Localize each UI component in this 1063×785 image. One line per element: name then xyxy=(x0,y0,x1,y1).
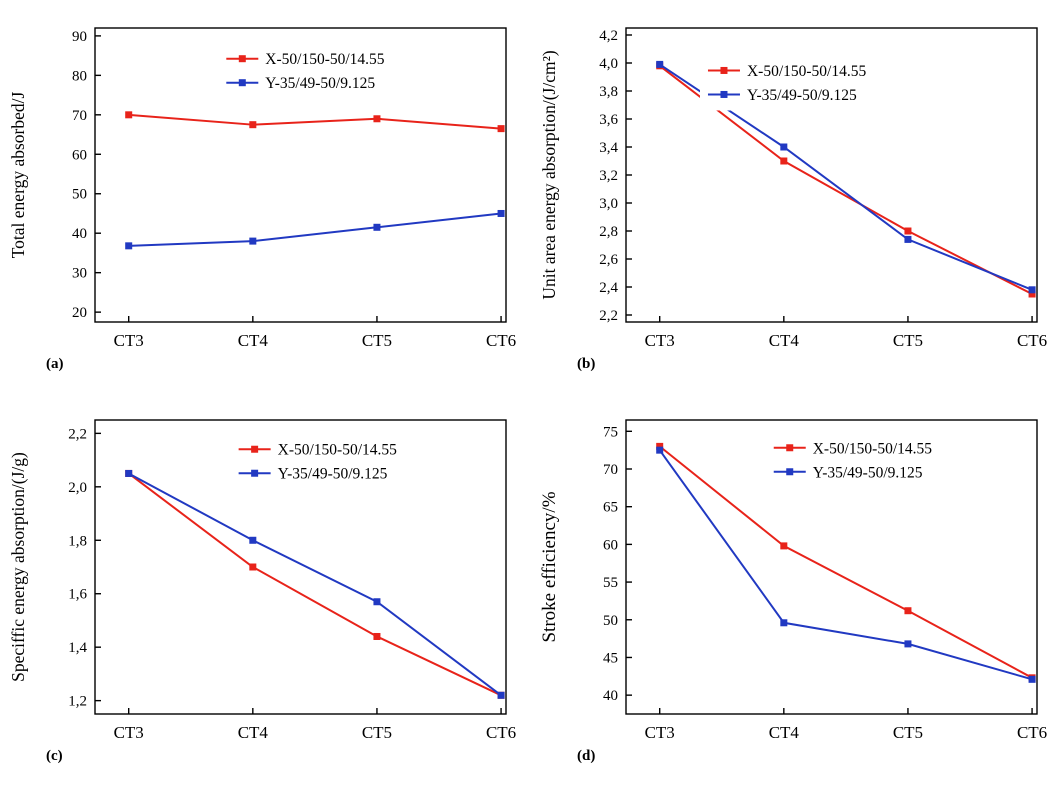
svg-text:CT3: CT3 xyxy=(114,723,144,742)
svg-text:CT4: CT4 xyxy=(238,331,269,350)
svg-text:Y-35/49-50/9.125: Y-35/49-50/9.125 xyxy=(747,87,857,104)
svg-text:60: 60 xyxy=(72,147,87,163)
svg-text:45: 45 xyxy=(603,650,618,666)
svg-text:40: 40 xyxy=(72,226,87,242)
chart-b-unit-area-energy-absorption: 2,2 2,4 2,6 2,8 3,0 3,2 3,4 3,6 3,8 4,0 4,2 CT3 CT4 C… xyxy=(539,27,1047,350)
panel-b: 2,2 2,4 2,6 2,8 3,0 3,2 3,4 3,6 3,8 4,0 4,2 CT3 CT4 C… xyxy=(531,0,1063,392)
panel-d: 40 45 50 55 60 65 70 75 CT3 CT4 CT5 CT6 Stroke effic… xyxy=(531,392,1063,785)
svg-text:X-50/150-50/14.55: X-50/150-50/14.55 xyxy=(813,440,933,457)
svg-text:Unit area energy absorption/(J: Unit area energy absorption/(J/cm²) xyxy=(539,50,559,300)
svg-text:X-50/150-50/14.55: X-50/150-50/14.55 xyxy=(747,63,867,80)
chart-d-stroke-efficiency: 40 45 50 55 60 65 70 75 CT3 CT4 CT5 CT6 Stroke effic… xyxy=(539,419,1047,742)
svg-text:3,4: 3,4 xyxy=(599,140,618,156)
svg-text:X-50/150-50/14.55: X-50/150-50/14.55 xyxy=(278,442,398,459)
svg-text:20: 20 xyxy=(72,305,87,321)
svg-text:CT4: CT4 xyxy=(769,331,800,350)
svg-text:Stroke efficiency/%: Stroke efficiency/% xyxy=(539,491,560,642)
svg-text:65: 65 xyxy=(603,500,618,516)
svg-text:Y-35/49-50/9.125: Y-35/49-50/9.125 xyxy=(813,464,923,481)
svg-text:2,8: 2,8 xyxy=(599,224,618,240)
svg-text:50: 50 xyxy=(603,613,618,629)
svg-text:CT4: CT4 xyxy=(769,723,800,742)
svg-text:60: 60 xyxy=(603,537,618,553)
panel-c: 1,2 1,4 1,6 1,8 2,0 2,2 CT3 CT4 CT5 CT6 Speciffic … xyxy=(0,392,531,785)
svg-text:30: 30 xyxy=(72,266,87,282)
svg-text:2,4: 2,4 xyxy=(599,280,618,296)
chart-c-specific-energy-absorption: 1,2 1,4 1,6 1,8 2,0 2,2 CT3 CT4 CT5 CT6 Speciffic … xyxy=(8,419,516,742)
svg-text:3,0: 3,0 xyxy=(599,196,618,212)
svg-text:70: 70 xyxy=(72,108,87,124)
svg-text:50: 50 xyxy=(72,187,87,203)
panel-b-label: (b) xyxy=(577,356,596,372)
svg-text:CT3: CT3 xyxy=(645,331,675,350)
svg-text:90: 90 xyxy=(72,29,87,45)
panel-c-label: (c) xyxy=(46,748,63,764)
svg-text:3,8: 3,8 xyxy=(599,84,618,100)
svg-text:Y-35/49-50/9.125: Y-35/49-50/9.125 xyxy=(278,466,388,483)
chart-a-total-energy-absorbed: 20 30 40 50 60 70 80 90 CT3 CT4 CT5 CT6 Total energy… xyxy=(8,27,516,350)
svg-text:1,8: 1,8 xyxy=(68,533,87,549)
svg-text:CT6: CT6 xyxy=(486,331,516,350)
svg-text:CT5: CT5 xyxy=(893,331,923,350)
svg-text:1,6: 1,6 xyxy=(68,587,87,603)
svg-text:CT6: CT6 xyxy=(486,723,516,742)
svg-text:4,2: 4,2 xyxy=(599,28,618,44)
svg-text:CT5: CT5 xyxy=(893,723,923,742)
svg-text:55: 55 xyxy=(603,575,618,591)
svg-text:75: 75 xyxy=(603,424,618,440)
panel-a: 20 30 40 50 60 70 80 90 CT3 CT4 CT5 CT6 Total energy… xyxy=(0,0,531,392)
svg-text:2,0: 2,0 xyxy=(68,480,87,496)
svg-text:CT6: CT6 xyxy=(1017,723,1047,742)
svg-text:1,2: 1,2 xyxy=(68,694,87,710)
svg-text:2,2: 2,2 xyxy=(68,426,87,442)
svg-text:70: 70 xyxy=(603,462,618,478)
panel-a-label: (a) xyxy=(46,356,64,372)
svg-text:3,6: 3,6 xyxy=(599,112,618,128)
svg-text:Speciffic energy absorption/(J: Speciffic energy absorption/(J/g) xyxy=(8,452,28,682)
svg-text:Total energy absorbed/J: Total energy absorbed/J xyxy=(8,92,28,259)
svg-text:2,6: 2,6 xyxy=(599,252,618,268)
svg-text:CT5: CT5 xyxy=(362,331,392,350)
svg-text:CT3: CT3 xyxy=(114,331,144,350)
svg-text:CT5: CT5 xyxy=(362,723,392,742)
svg-text:1,4: 1,4 xyxy=(68,640,87,656)
svg-text:4,0: 4,0 xyxy=(599,56,618,72)
svg-text:Y-35/49-50/9.125: Y-35/49-50/9.125 xyxy=(265,75,375,92)
svg-text:CT3: CT3 xyxy=(645,723,675,742)
svg-text:3,2: 3,2 xyxy=(599,168,618,184)
svg-text:CT4: CT4 xyxy=(238,723,269,742)
svg-text:CT6: CT6 xyxy=(1017,331,1047,350)
panel-d-label: (d) xyxy=(577,748,596,764)
svg-text:X-50/150-50/14.55: X-50/150-50/14.55 xyxy=(265,51,385,68)
svg-text:40: 40 xyxy=(603,688,618,704)
svg-text:2,2: 2,2 xyxy=(599,308,618,324)
svg-text:80: 80 xyxy=(72,68,87,84)
